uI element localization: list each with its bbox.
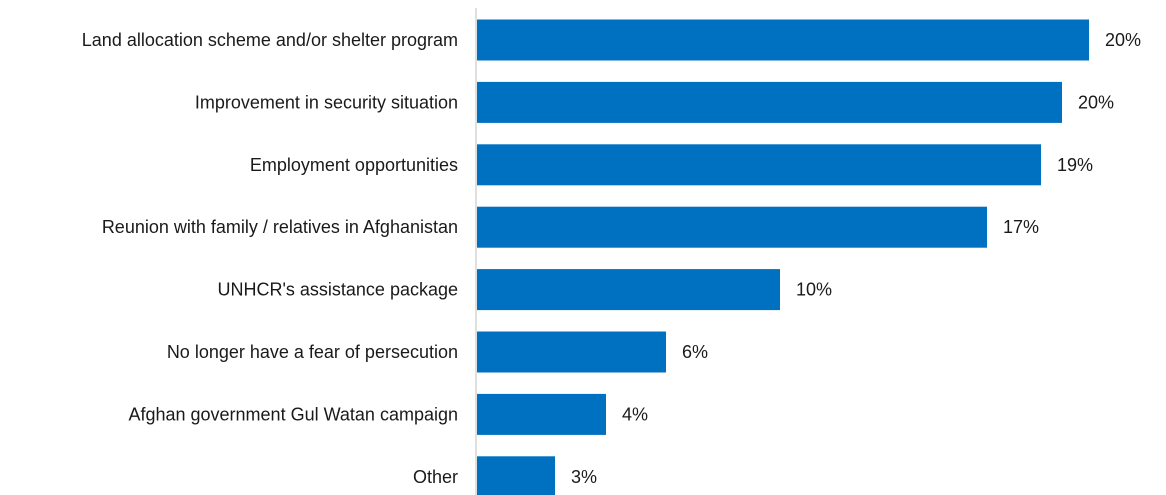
value-label: 4% bbox=[622, 404, 648, 424]
value-label: 3% bbox=[571, 467, 597, 487]
category-label: UNHCR's assistance package bbox=[217, 280, 458, 300]
value-label: 20% bbox=[1105, 30, 1141, 50]
bar-row: Other 3% bbox=[413, 456, 597, 495]
value-label: 19% bbox=[1057, 155, 1093, 175]
bar bbox=[477, 456, 555, 495]
category-label: Reunion with family / relatives in Afgha… bbox=[102, 217, 458, 237]
bar bbox=[477, 269, 780, 311]
bar-row: Afghan government Gul Watan campaign 4% bbox=[128, 393, 648, 435]
bar-row: UNHCR's assistance package 10% bbox=[217, 269, 832, 311]
bar-row: No longer have a fear of persecution 6% bbox=[167, 331, 708, 373]
category-label: Improvement in security situation bbox=[195, 92, 458, 112]
category-label: Other bbox=[413, 467, 458, 487]
bar bbox=[477, 206, 987, 248]
bar bbox=[477, 81, 1062, 123]
bar bbox=[477, 331, 666, 373]
bar-row: Employment opportunities 19% bbox=[250, 144, 1093, 186]
category-label: No longer have a fear of persecution bbox=[167, 342, 458, 362]
bars-layer: Land allocation scheme and/or shelter pr… bbox=[82, 19, 1141, 495]
value-label: 17% bbox=[1003, 217, 1039, 237]
bar bbox=[477, 144, 1041, 186]
category-label: Land allocation scheme and/or shelter pr… bbox=[82, 30, 458, 50]
bar bbox=[477, 19, 1089, 61]
value-label: 20% bbox=[1078, 92, 1114, 112]
category-label: Afghan government Gul Watan campaign bbox=[128, 404, 458, 424]
bar-row: Reunion with family / relatives in Afgha… bbox=[102, 206, 1039, 248]
bar-row: Land allocation scheme and/or shelter pr… bbox=[82, 19, 1141, 61]
category-label: Employment opportunities bbox=[250, 155, 458, 175]
bar bbox=[477, 393, 606, 435]
value-label: 6% bbox=[682, 342, 708, 362]
bar-row: Improvement in security situation 20% bbox=[195, 81, 1114, 123]
value-label: 10% bbox=[796, 280, 832, 300]
